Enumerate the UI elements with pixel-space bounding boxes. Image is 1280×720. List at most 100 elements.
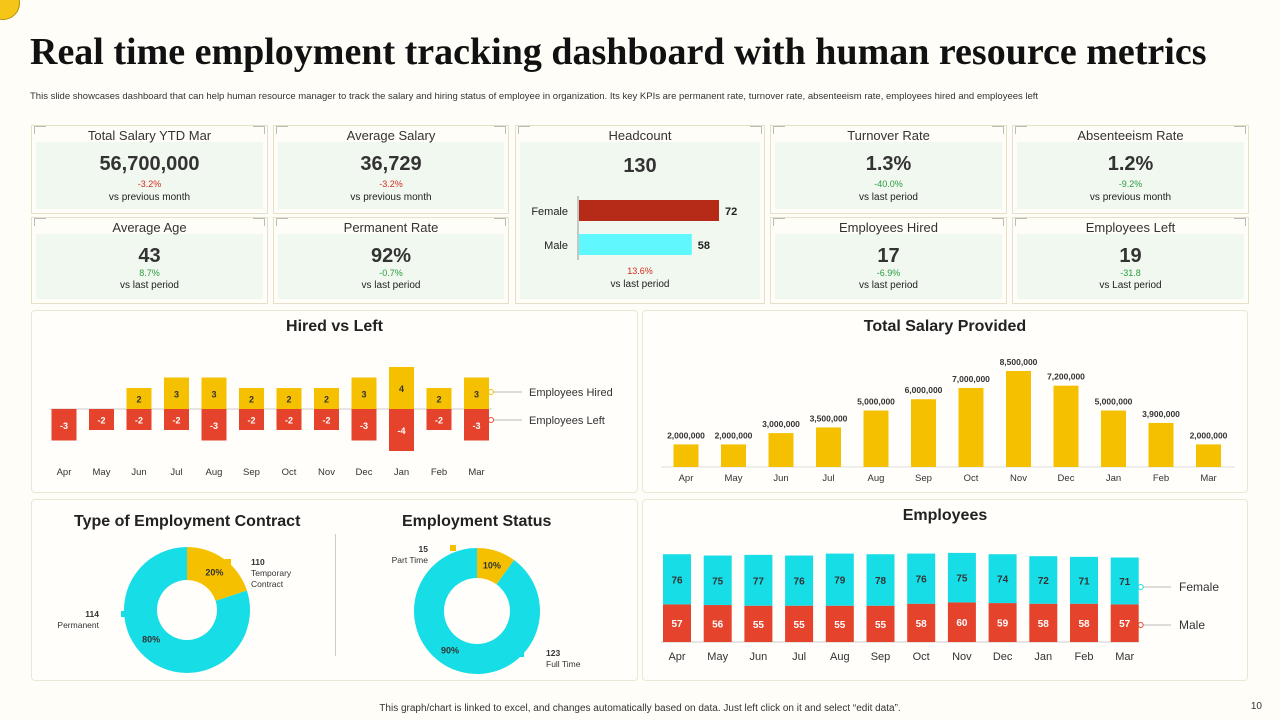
left-bar	[351, 409, 377, 441]
male-bar	[703, 605, 732, 642]
hired-vs-left-chart: -3 Apr -2 May 2 -2 Jun 3 -2 Jul 3 -3 Aug 2 -2 Sep 2 -2 Oct…	[50, 367, 613, 478]
page-subtitle: This slide showcases dashboard that can …	[30, 91, 1039, 102]
salary-bar	[1006, 371, 1031, 467]
male-bar-label: 55	[834, 620, 846, 631]
donut-slice-permanent	[124, 547, 251, 673]
chart-title: Employees	[902, 507, 988, 524]
callout-marker	[518, 651, 524, 657]
hired-bar-label: 3	[211, 389, 216, 399]
salary-bar-label: 3,500,000	[810, 413, 848, 423]
callout-label: Contract	[251, 579, 284, 589]
x-tick-label: May	[725, 473, 743, 484]
salary-bar	[816, 427, 841, 467]
x-tick-label: Jun	[131, 467, 146, 478]
kpi-value: 19	[1119, 245, 1142, 267]
hired-bar	[239, 388, 264, 409]
donut-slice-part-time	[477, 548, 515, 585]
x-tick-label: Nov	[318, 467, 335, 478]
hired-bar-label: 2	[136, 395, 141, 405]
x-tick-label: Feb	[1153, 473, 1169, 484]
kpi-compare: vs last period	[120, 280, 179, 291]
x-tick-label: Dec	[1058, 473, 1075, 484]
male-bar-label: 60	[956, 618, 968, 629]
kpi-label: Total Salary YTD Mar	[87, 128, 212, 143]
callout-label: Permanent	[57, 620, 99, 630]
kpi-delta: -40.0%	[874, 179, 903, 189]
chart-title: Type of Employment Contract	[74, 513, 301, 530]
x-tick-label: May	[707, 651, 728, 663]
male-bar-label: 55	[875, 620, 887, 631]
kpi-compare: vs last period	[361, 280, 421, 291]
left-bar	[464, 409, 489, 441]
hired-bar-label: 3	[361, 389, 366, 399]
salary-bar-label: 5,000,000	[1095, 397, 1133, 407]
female-bar-label: 74	[997, 575, 1009, 586]
kpi-employees-left: Employees Left 19 -31.8 vs Last period	[1012, 217, 1249, 304]
left-bar-label: -3	[360, 421, 368, 431]
kpi-value: 43	[138, 245, 161, 267]
hired-bar-label: 2	[249, 395, 254, 405]
left-bar-label: -2	[435, 416, 443, 426]
headcount-gender-chart: Female 72 Male 58	[531, 196, 737, 260]
kpi-compare: vs previous month	[1089, 192, 1172, 203]
kpi-employees-hired: Employees Hired 17 -6.9% vs last period	[770, 217, 1007, 304]
total-salary-panel: Total Salary Provided 2,000,000 Apr 2,000,…	[642, 310, 1248, 493]
left-bar	[201, 409, 227, 441]
employees-chart: 57 76 Apr 56 75 May 55 77 Jun 55 76 Jul 55 79 Aug 55 78 S…	[661, 552, 1219, 663]
chart-title: Employment Status	[402, 513, 552, 530]
male-bar-label: 58	[1038, 619, 1050, 630]
kpi-label: Turnover Rate	[847, 128, 930, 143]
callout-label: Full Time	[546, 659, 581, 669]
divider	[335, 534, 336, 656]
salary-bar-label: 8,500,000	[1000, 357, 1038, 367]
legend-female: Female	[1179, 580, 1219, 594]
left-bar	[126, 409, 152, 430]
x-tick-label: Oct	[964, 473, 979, 484]
kpi-average-salary: Average Salary 36,729 -3.2% vs previous …	[273, 125, 509, 214]
x-tick-label: Sep	[243, 467, 260, 478]
left-bar-label: -2	[97, 416, 105, 426]
kpi-label: Employees Hired	[839, 220, 938, 235]
x-tick-label: Jul	[170, 467, 182, 478]
x-tick-label: May	[93, 467, 111, 478]
female-bar	[825, 553, 854, 606]
female-value: 72	[725, 206, 737, 218]
callout-count: 123	[546, 648, 560, 658]
hired-bar	[351, 377, 377, 409]
female-bar	[744, 554, 773, 606]
male-bar	[825, 605, 854, 642]
left-bar	[426, 409, 452, 430]
kpi-total-salary: Total Salary YTD Mar 56,700,000 -3.2% vs…	[31, 125, 268, 214]
x-tick-label: Aug	[868, 473, 885, 484]
male-bar-label: 56	[712, 620, 724, 631]
hired-bar-label: 2	[436, 395, 441, 405]
kpi-value: 92%	[370, 245, 412, 267]
hired-bar	[126, 388, 152, 409]
male-bar	[744, 605, 773, 642]
kpi-headcount: Headcount 130 Female 72 Male 58 13.6% vs…	[515, 125, 765, 304]
x-tick-label: Feb	[1075, 651, 1094, 663]
salary-bar-label: 5,000,000	[857, 397, 895, 407]
female-label: Female	[531, 206, 568, 218]
hired-bar	[201, 377, 227, 409]
kpi-delta: 8.7%	[139, 268, 160, 278]
male-bar-label: 58	[1078, 619, 1090, 630]
hired-bar-label: 3	[174, 389, 179, 399]
left-bar-label: -2	[247, 416, 255, 426]
x-tick-label: Jun	[750, 651, 768, 663]
left-bar-label: -3	[60, 421, 68, 431]
callout-marker	[450, 545, 456, 551]
x-tick-label: Dec	[356, 467, 373, 478]
kpi-compare: vs previous month	[108, 192, 191, 203]
female-bar	[703, 555, 732, 606]
left-bar	[89, 409, 114, 430]
legend-marker	[488, 389, 494, 395]
female-bar	[1029, 556, 1058, 604]
kpi-label: Permanent Rate	[343, 220, 439, 235]
kpi-turnover-rate: Turnover Rate 1.3% -40.0% vs last period	[770, 125, 1007, 214]
salary-bar	[768, 433, 794, 467]
kpi-delta: -6.9%	[876, 268, 901, 278]
x-tick-label: Oct	[282, 467, 297, 478]
callout-count: 114	[85, 609, 99, 619]
salary-bar-label: 3,900,000	[1142, 409, 1180, 419]
